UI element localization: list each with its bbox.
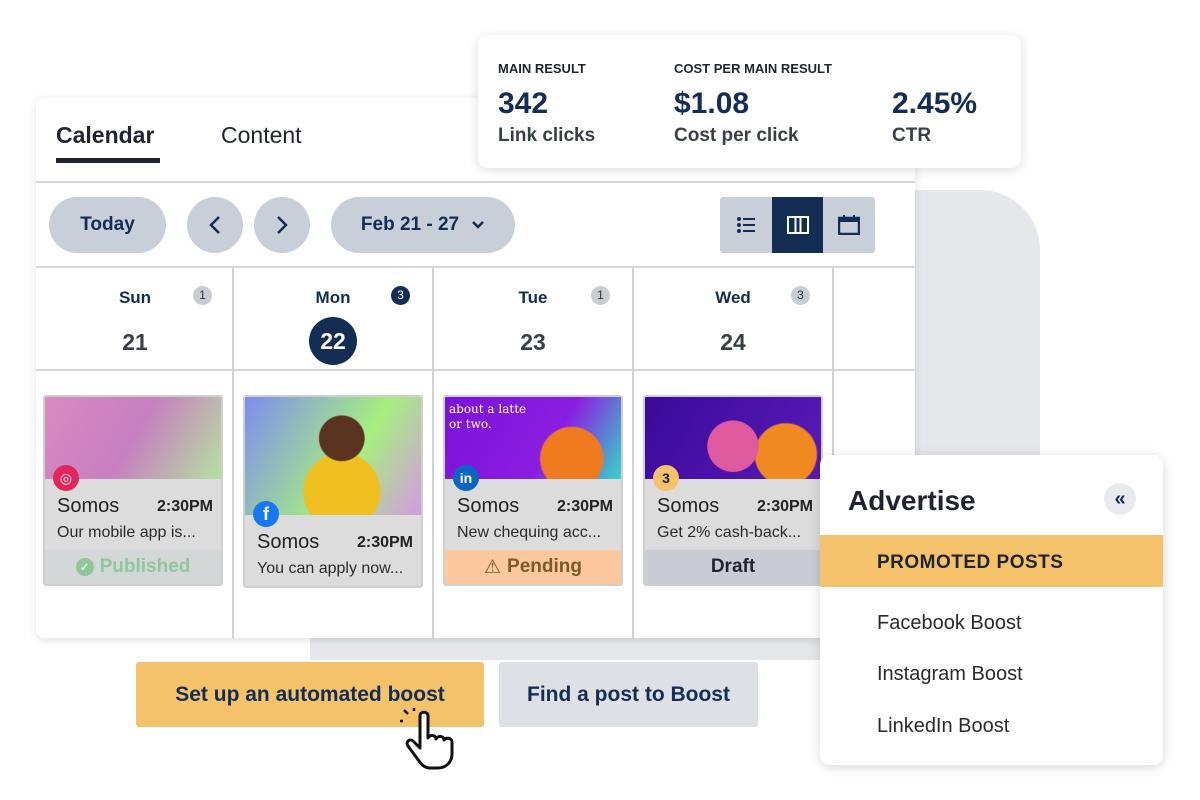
active-tab-indicator [56, 158, 160, 163]
multi-network-count: 3 [653, 465, 679, 491]
post-count-badge: 3 [791, 286, 810, 305]
facebook-icon: f [253, 501, 279, 527]
post-count-badge: 1 [591, 286, 610, 305]
tab-content[interactable]: Content [221, 122, 302, 148]
post-card[interactable]: 3 Somos 2:30PM Get 2% cash-back... Draft [643, 395, 823, 586]
post-time: 2:30PM [356, 534, 413, 551]
post-author: Somos [57, 495, 120, 517]
date-range-label: Feb 21 - 27 [360, 214, 460, 235]
day-date: 23 [520, 329, 546, 355]
today-button[interactable]: Today [49, 197, 166, 253]
day-date: 24 [720, 329, 746, 355]
day-date: 21 [122, 329, 148, 355]
status-draft: Draft [645, 550, 821, 584]
post-card[interactable]: f Somos 2:30PM You can apply now... [243, 395, 423, 588]
calendar-panel: Calendar Content Today Feb 21 - 27 1 Sun 2… [36, 98, 915, 638]
column-divider [232, 268, 234, 638]
instagram-icon: ◎ [53, 465, 79, 491]
status-label: Pending [507, 556, 582, 577]
main-result-label: MAIN RESULT [498, 61, 586, 76]
post-count-badge: 1 [193, 286, 212, 305]
cost-value: $1.08 [674, 87, 750, 120]
day-header-tue[interactable]: 1 Tue 23 [434, 268, 632, 368]
date-range-dropdown[interactable]: Feb 21 - 27 [331, 197, 515, 253]
collapse-button[interactable]: « [1104, 483, 1136, 515]
post-time: 2:30PM [556, 498, 613, 515]
status-label: Published [99, 556, 191, 577]
list-view-button[interactable] [720, 197, 772, 253]
menu-item-linkedin-boost[interactable]: LinkedIn Boost [877, 715, 1010, 737]
divider [36, 181, 915, 183]
post-text: Our mobile app is... [57, 524, 196, 541]
month-view-button[interactable] [823, 197, 875, 253]
column-divider [832, 268, 834, 638]
ctr-value: 2.45% [892, 87, 978, 120]
day-header-mon[interactable]: 3 Mon 22 [234, 268, 432, 368]
main-result-value: 342 [498, 87, 549, 120]
prev-week-button[interactable] [187, 197, 243, 253]
post-image: 3 [645, 397, 821, 491]
advertise-title: Advertise [848, 485, 976, 516]
day-name: Mon [315, 288, 351, 307]
post-time: 2:30PM [156, 498, 213, 515]
divider [36, 369, 915, 371]
view-toggle [720, 197, 875, 253]
column-divider [632, 268, 634, 638]
menu-item-facebook-boost[interactable]: Facebook Boost [877, 612, 1022, 634]
post-author: Somos [657, 495, 720, 517]
warning-icon: ⚠ [484, 556, 502, 578]
next-week-button[interactable] [254, 197, 310, 253]
day-name: Sun [118, 288, 152, 307]
status-published: ✓ Published [45, 550, 221, 584]
post-card[interactable]: about a latte or two. in Somos 2:30PM New … [443, 395, 623, 586]
column-divider [432, 268, 434, 638]
advertise-panel: Advertise « PROMOTED POSTS Facebook Boos… [820, 455, 1163, 765]
week-view-button[interactable] [771, 197, 824, 253]
day-name: Tue [518, 288, 548, 307]
check-circle-icon: ✓ [75, 558, 94, 576]
day-header-wed[interactable]: 3 Wed 24 [634, 268, 832, 368]
post-text: New chequing acc... [457, 524, 602, 541]
cost-label: COST PER MAIN RESULT [674, 61, 832, 76]
find-post-button[interactable]: Find a post to Boost [499, 662, 758, 727]
chevron-right-icon [277, 216, 288, 234]
divider [36, 266, 915, 268]
post-image: ◎ [45, 397, 221, 491]
cost-sub: Cost per click [674, 125, 799, 146]
main-result-sub: Link clicks [498, 125, 596, 146]
post-card[interactable]: ◎ Somos 2:30PM Our mobile app is... ✓ Publ… [43, 395, 223, 586]
linkedin-icon: in [453, 465, 479, 491]
week-columns-icon [786, 216, 809, 234]
day-name: Wed [715, 288, 751, 307]
post-text: You can apply now... [257, 560, 404, 577]
chevron-left-icon [209, 216, 220, 234]
day-date-today: 22 [309, 317, 357, 365]
post-image: about a latte or two. in [445, 397, 621, 491]
hand-pointer-icon [400, 708, 454, 770]
day-header-sun[interactable]: 1 Sun 21 [36, 268, 234, 368]
post-author: Somos [257, 531, 320, 553]
metrics-card: MAIN RESULT 342 Link clicks COST PER MAI… [478, 35, 1021, 168]
calendar-icon [838, 215, 861, 235]
post-time: 2:30PM [756, 498, 813, 515]
image-caption: about a latte or two. [449, 402, 527, 431]
post-image: f [245, 397, 421, 527]
ctr-sub: CTR [892, 125, 932, 146]
chevron-down-icon [472, 221, 484, 229]
status-pending: ⚠ Pending [445, 550, 621, 584]
promoted-posts-section[interactable]: PROMOTED POSTS [820, 535, 1163, 587]
post-count-badge: 3 [391, 286, 410, 305]
tab-calendar[interactable]: Calendar [56, 122, 155, 148]
list-icon [736, 217, 755, 233]
post-author: Somos [457, 495, 520, 517]
menu-item-instagram-boost[interactable]: Instagram Boost [877, 663, 1023, 685]
post-text: Get 2% cash-back... [657, 524, 802, 541]
